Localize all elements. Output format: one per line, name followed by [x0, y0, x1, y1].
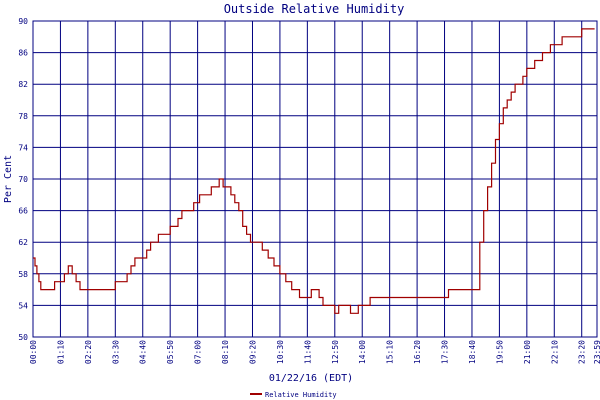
x-tick-label: 22:10 — [550, 340, 559, 364]
x-axis-label: 01/22/16 (EDT) — [269, 373, 353, 384]
y-tick-labels: 50 54 58 62 66 70 74 78 82 86 90 — [18, 17, 28, 342]
chart-title: Outside Relative Humidity — [224, 2, 405, 16]
x-tick-label: 23:59 — [593, 340, 600, 364]
x-tick-label: 21:00 — [523, 340, 532, 364]
x-tick-label: 17:30 — [441, 340, 450, 364]
y-tick-label: 50 — [18, 333, 28, 342]
y-tick-label: 62 — [18, 238, 28, 247]
x-tick-label: 10:30 — [276, 340, 285, 364]
y-tick-label: 90 — [18, 17, 28, 26]
x-tick-label: 18:40 — [468, 340, 477, 364]
x-tick-label: 04:40 — [139, 340, 148, 364]
y-tick-label: 54 — [18, 301, 28, 310]
grid-lines — [32, 20, 598, 338]
legend: Relative Humidity — [250, 391, 337, 399]
x-tick-label: 09:20 — [248, 340, 257, 364]
x-tick-label: 05:50 — [166, 340, 175, 364]
x-tick-label: 07:00 — [194, 340, 203, 364]
y-tick-label: 74 — [18, 143, 28, 152]
x-tick-label: 12:50 — [331, 340, 340, 364]
x-tick-label: 02:20 — [84, 340, 93, 364]
y-tick-label: 58 — [18, 270, 28, 279]
y-tick-label: 86 — [18, 49, 28, 58]
x-tick-label: 03:30 — [111, 340, 120, 364]
series-line-relative-humidity — [33, 28, 595, 314]
x-tick-label: 00:00 — [29, 340, 38, 364]
y-tick-label: 66 — [18, 207, 28, 216]
x-tick-label: 15:10 — [386, 340, 395, 364]
x-tick-label: 08:10 — [221, 340, 230, 364]
y-axis-label: Per Cent — [3, 155, 14, 203]
y-tick-label: 78 — [18, 112, 28, 121]
x-tick-label: 01:10 — [56, 340, 65, 364]
y-tick-label: 70 — [18, 175, 28, 184]
y-tick-label: 82 — [18, 80, 28, 89]
x-tick-label: 14:00 — [358, 340, 367, 364]
series-layer — [33, 28, 595, 314]
x-tick-label: 11:40 — [303, 340, 312, 364]
x-tick-label: 19:50 — [495, 340, 504, 364]
legend-label: Relative Humidity — [265, 391, 337, 399]
x-tick-label: 16:20 — [413, 340, 422, 364]
x-tick-labels: 00:00 01:10 02:20 03:30 04:40 05:50 07:00 08:10… — [29, 340, 600, 364]
x-tick-label: 23:20 — [578, 340, 587, 364]
